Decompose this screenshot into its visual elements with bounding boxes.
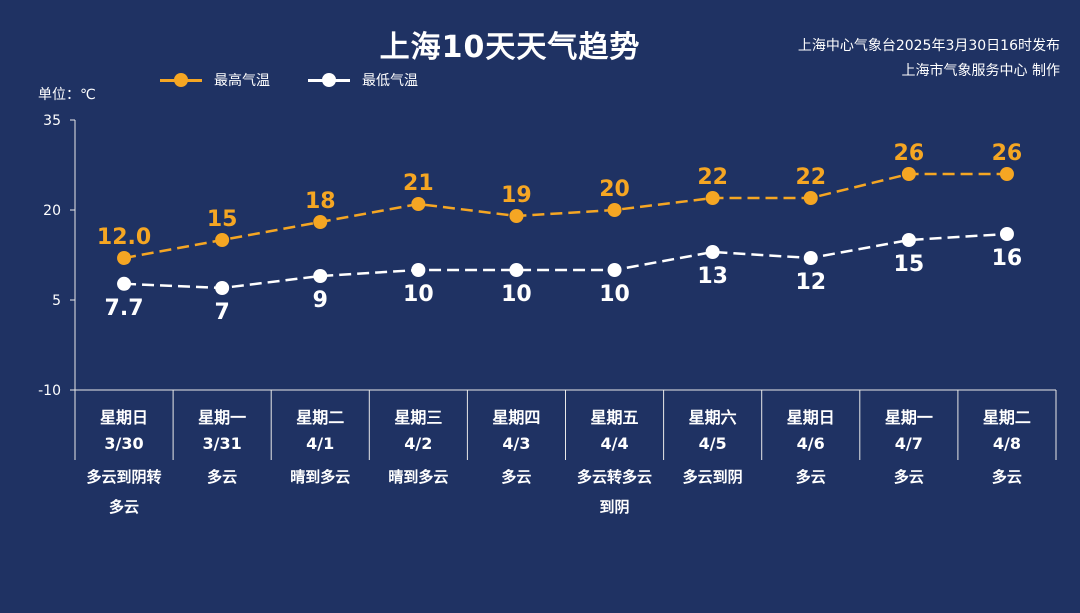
weekday-label: 星期一 [198,408,247,427]
low-temp-label: 7 [214,300,229,325]
low-temp-point [607,263,622,277]
weekday-label: 星期六 [688,408,737,427]
high-temp-point [215,233,230,247]
high-temp-label: 19 [501,183,532,208]
low-temp-line [123,232,1008,290]
high-temp-label: 20 [599,177,630,202]
source-line-issuer: 上海中心气象台2025年3月30日16时发布 [797,38,1060,54]
high-temp-label: 22 [697,165,728,190]
weather-label: 晴到多云 [290,468,351,486]
weather-label: 多云转多云到阴 [577,468,653,516]
low-temp-label: 12 [795,270,826,295]
weather-label: 晴到多云 [388,468,449,486]
low-temp-point [411,263,426,277]
legend-label-high: 最高气温 [214,73,270,89]
weather-label: 多云 [893,468,924,486]
legend: 最高气温 最低气温 [160,70,418,90]
weekday-label: 星期四 [492,408,541,427]
source-info: 上海中心气象台2025年3月30日16时发布 上海市气象服务中心 制作 [798,34,1060,84]
low-temp-point [117,276,132,291]
high-temp-label: 26 [992,141,1023,166]
y-tick-label: -10 [38,383,61,399]
high-temp-point [803,191,818,205]
low-temp-point [999,227,1014,241]
date-label: 4/1 [306,434,335,453]
high-temp-point [607,203,622,217]
high-temp-point [117,251,132,265]
y-tick-label: 20 [43,203,61,219]
date-label: 4/8 [992,434,1021,453]
high-temp-point [999,167,1014,181]
high-temp-label: 21 [403,171,434,196]
low-temp-point [313,269,328,283]
high-temp-point [313,215,328,229]
low-temp-point [901,233,916,247]
weather-label: 多云到阴转多云 [86,468,162,516]
high-temp-label: 15 [207,207,238,232]
high-temp-point [705,191,720,205]
chart-title: 上海10天天气趋势 [379,30,641,65]
low-temp-label: 10 [501,282,532,307]
source-line-producer: 上海市气象服务中心 制作 [901,63,1060,79]
high-temp-label: 26 [894,141,925,166]
weekday-label: 星期五 [590,408,639,427]
high-temp-label: 18 [305,189,336,214]
date-label: 4/4 [600,434,629,453]
date-label: 4/7 [894,434,923,453]
weekday-label: 星期日 [786,408,835,427]
legend-swatch-low [308,73,350,87]
weather-label: 多云 [795,468,826,486]
y-tick-label: 35 [43,113,61,129]
date-label: 4/3 [502,434,531,453]
weekday-label: 星期日 [100,408,149,427]
legend-item-low: 最低气温 [308,70,418,90]
low-temp-point [215,281,230,295]
low-temp-label: 9 [313,288,328,313]
legend-item-high: 最高气温 [160,70,270,90]
date-label: 3/30 [104,434,144,453]
weather-label: 多云 [501,468,532,486]
high-temp-point [509,209,524,223]
legend-swatch-high [160,73,202,87]
high-temp-line [123,172,1007,260]
date-label: 4/2 [404,434,433,453]
weather-label: 多云 [207,468,238,486]
weekday-label: 星期一 [884,408,933,427]
weather-label: 多云 [991,468,1022,486]
date-label: 3/31 [202,434,242,453]
high-temp-point [411,197,426,211]
low-temp-point [705,245,720,259]
high-temp-point [901,167,916,181]
weekday-label: 星期二 [982,408,1031,427]
low-temp-label: 7.7 [105,296,144,321]
weather-label: 多云到阴 [682,468,743,486]
low-temp-point [803,251,818,265]
low-temp-label: 10 [599,282,630,307]
weekday-label: 星期三 [394,408,443,427]
legend-label-low: 最低气温 [362,73,418,89]
low-temp-label: 10 [403,282,434,307]
high-temp-label: 12.0 [97,225,151,250]
high-temp-label: 22 [795,165,826,190]
unit-label: 单位：℃ [38,87,96,103]
low-temp-label: 13 [697,264,728,289]
low-temp-label: 16 [992,246,1023,271]
date-label: 4/5 [698,434,727,453]
date-label: 4/6 [796,434,825,453]
y-tick-label: 5 [52,293,61,309]
low-temp-point [509,263,524,277]
low-temp-label: 15 [894,252,925,277]
weekday-label: 星期二 [296,408,345,427]
